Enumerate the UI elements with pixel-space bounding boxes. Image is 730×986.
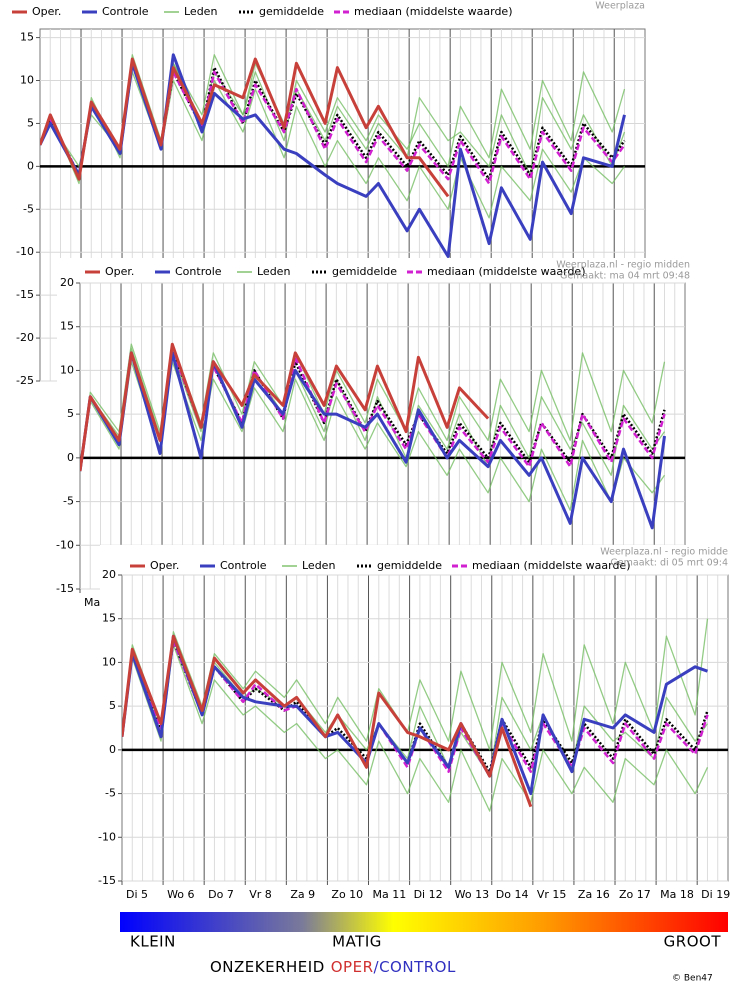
legend-label: Oper. (105, 265, 134, 278)
footer-caption: ONZEKERHEID OPER/CONTROL (210, 958, 456, 976)
plot-area (121, 574, 729, 882)
legend-label: Leden (184, 5, 217, 18)
legend-label: mediaan (middelste waarde) (472, 559, 630, 572)
legend-label: Leden (257, 265, 290, 278)
caption-control: /CONTROL (374, 958, 456, 976)
x-tick-label: Ma 18 (660, 888, 694, 901)
chart: 20 15 10 5 0 -5 -10 -15 Di 5 Wo 6 Do 7 Vr 8 Za 9 Zo 1… (98, 545, 730, 907)
y-tick-label: 0 (109, 743, 116, 756)
x-tick-label: Di 5 (126, 888, 148, 901)
x-tick-label: Zo 17 (619, 888, 651, 901)
x-tick-label: Do 7 (208, 888, 234, 901)
y-tick-label: 5 (27, 116, 34, 129)
y-tick-label: 15 (60, 320, 74, 333)
credit: Gemaakt: di 05 mrt 09:4 (610, 558, 728, 569)
x-tick-label: Wo 6 (167, 888, 194, 901)
legend-label: gemiddelde (377, 559, 442, 572)
credit: Gemaakt: ma 04 mrt 09:48 (560, 271, 690, 282)
credit: Weerplaza (595, 1, 645, 12)
x-tick-label: Vr 15 (537, 888, 567, 901)
y-tick-label: -5 (105, 787, 116, 800)
series-lines (122, 618, 709, 812)
plot-area (79, 282, 686, 590)
y-tick-label: 0 (27, 159, 34, 172)
y-tick-label: 20 (60, 276, 74, 289)
legend-label: gemiddelde (332, 265, 397, 278)
y-tick-label: 5 (67, 407, 74, 420)
y-tick-label: 20 (102, 568, 116, 581)
legend-label: Oper. (32, 5, 61, 18)
y-tick-label: -10 (98, 830, 116, 843)
series-lines (40, 53, 626, 258)
x-tick-label: Vr 8 (249, 888, 272, 901)
legend-label: Oper. (150, 559, 179, 572)
credit: Weerplaza.nl - regio midde (600, 547, 728, 558)
y-tick-label: -15 (98, 874, 116, 887)
series-lines (80, 342, 666, 530)
y-tick-label: -10 (16, 245, 34, 258)
y-tick-label: 10 (60, 363, 74, 376)
x-tick-label: Za 16 (578, 888, 610, 901)
y-tick-label: 0 (67, 451, 74, 464)
member-line (122, 644, 709, 812)
legend-label: mediaan (middelste waarde) (427, 265, 585, 278)
x-tick-label: Zo 10 (331, 888, 363, 901)
x-tick-label: Di 19 (701, 888, 730, 901)
y-tick-label: 10 (102, 655, 116, 668)
y-tick-label: -5 (63, 495, 74, 508)
legend-label: Controle (175, 265, 222, 278)
y-tick-label: -5 (23, 202, 34, 215)
series-line (80, 342, 490, 472)
caption-oper: OPER (331, 958, 374, 976)
x-tick-label: Ma (84, 596, 100, 609)
y-tick-label: -15 (16, 288, 34, 301)
credit: © Ben47 (672, 974, 713, 984)
y-tick-label: 5 (109, 699, 116, 712)
footer: KLEIN MATIG GROOT ONZEKERHEID OPER/CONTRO… (120, 912, 728, 984)
credit: Weerplaza.nl - regio midden (556, 260, 690, 271)
legend-label: mediaan (middelste waarde) (354, 5, 512, 18)
y-tick-label: -20 (16, 331, 34, 344)
legend-label: gemiddelde (259, 5, 324, 18)
uncertainty-bar (120, 912, 728, 932)
series-line (122, 634, 709, 796)
series-line (40, 57, 450, 198)
series-line (122, 634, 533, 808)
caption-uncertainty: ONZEKERHEID (210, 958, 325, 976)
x-tick-label: Do 14 (496, 888, 529, 901)
y-tick-label: -10 (56, 538, 74, 551)
y-tick-label: -15 (56, 582, 74, 595)
y-tick-label: 15 (20, 31, 34, 44)
legend-label: Leden (302, 559, 335, 572)
x-tick-label: Di 12 (414, 888, 443, 901)
y-tick-label: -25 (16, 374, 34, 387)
y-tick-label: 10 (20, 74, 34, 87)
legend-label: Controle (220, 559, 267, 572)
legend-label: Controle (102, 5, 149, 18)
y-tick-label: 15 (102, 612, 116, 625)
charts: 15 10 5 0 -5 -10 -15 -20 -25 Oper. Controle Leden ge… (12, 0, 730, 907)
scale-label: KLEIN (130, 933, 176, 951)
scale-label: MATIG (332, 933, 382, 951)
x-tick-label: Za 9 (290, 888, 315, 901)
x-tick-label: Wo 13 (455, 888, 489, 901)
x-tick-label: Ma 11 (373, 888, 407, 901)
scale-label: GROOT (664, 933, 722, 951)
